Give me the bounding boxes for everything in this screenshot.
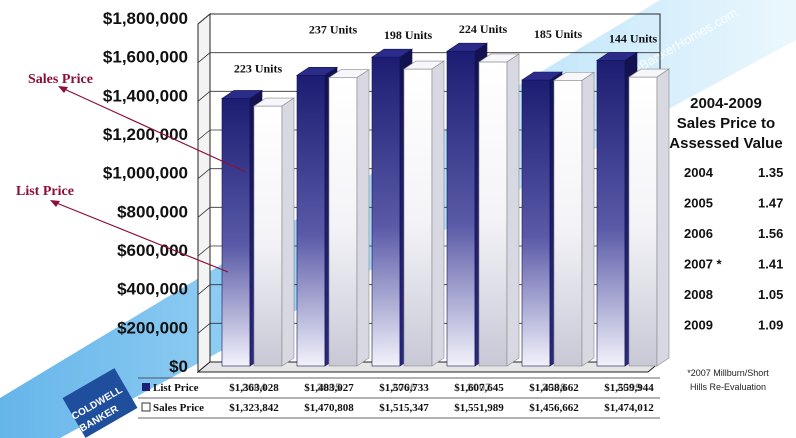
table-cell-list-price: $1,576,733 [379, 382, 429, 394]
ratio-row-value: 1.09 [758, 318, 783, 333]
bars [221, 42, 670, 367]
y-tick-label: $400,000 [117, 280, 188, 299]
y-tick-label: $1,800,000 [103, 9, 188, 28]
ratio-title-line1: 2004-2009 [690, 95, 762, 112]
bar-sales-price [628, 68, 670, 367]
units-label: 223 Units [234, 61, 283, 75]
watermark-logo [62, 368, 138, 438]
ratio-row-year: 2008 [684, 287, 713, 302]
x-tick-label: 2004 [242, 382, 267, 394]
legend-swatch-list-price [142, 383, 150, 391]
ratio-row-value: 1.41 [758, 257, 783, 272]
table-cell-list-price: $1,483,027 [304, 382, 354, 394]
ratio-table: 2004-2009 Sales Price to Assessed Value … [669, 95, 783, 392]
x-tick-label: 2007 [467, 382, 491, 394]
data-table: List Price Sales Price 2004$1,363,028 $1,… [138, 377, 660, 419]
y-tick-label: $1,400,000 [103, 86, 188, 105]
bar-sales-price [403, 60, 445, 367]
ratio-row-year: 2005 [684, 196, 713, 211]
table-cell-sales-price: $1,470,808 [304, 402, 354, 414]
table-cell-list-price: $1,363,028 [229, 382, 279, 394]
bar-list-price [221, 89, 263, 367]
table-cell-sales-price: $1,456,662 [529, 402, 579, 414]
ratio-row-value: 1.47 [758, 196, 783, 211]
table-cell-list-price: $1,607,645 [454, 382, 504, 394]
list-price-annotation-label: List Price [16, 184, 74, 199]
y-tick-label: $800,000 [117, 202, 188, 221]
y-tick-label: $1,200,000 [103, 125, 188, 144]
legend-label-list-price: List Price [153, 382, 199, 394]
table-cell-sales-price: $1,551,989 [454, 402, 504, 414]
sales-price-annotation-label: Sales Price [28, 72, 93, 87]
x-tick-label: 2005 [317, 382, 341, 394]
sales-price-annotation: Sales Price [28, 72, 247, 173]
units-label: 198 Units [384, 28, 433, 42]
y-tick-label: $200,000 [117, 318, 188, 337]
y-tick-label: $600,000 [117, 241, 188, 260]
ratio-row-value: 1.56 [758, 226, 783, 241]
table-cell-sales-price: $1,323,842 [229, 402, 279, 414]
legend-label-sales-price: Sales Price [153, 402, 204, 414]
ratio-row-year: 2006 [684, 226, 713, 241]
footnote-line1: *2007 Millburn/Short [687, 368, 769, 378]
table-cell-list-price: $1,458,662 [529, 382, 579, 394]
y-tick-label: $1,600,000 [103, 48, 188, 67]
table-cell-sales-price: $1,474,012 [604, 402, 654, 414]
bar-sales-price [478, 53, 520, 367]
y-tick-label: $0 [169, 357, 188, 376]
list-price-annotation: List Price [16, 184, 229, 273]
units-label: 224 Units [459, 22, 508, 36]
bar-sales-price [253, 97, 295, 367]
x-tick-label: 2009 [617, 382, 641, 394]
x-tick-label: 2006 [392, 382, 416, 394]
bar-sales-price [553, 71, 595, 367]
units-label: 185 Units [534, 27, 583, 41]
table-cell-sales-price: $1,515,347 [379, 402, 429, 414]
ratio-row-year: 2007 * [684, 257, 723, 272]
y-axis: $0 $200,000 $400,000 $600,000 $800,000 $1,000… [103, 9, 188, 376]
ratio-row-year: 2009 [684, 318, 713, 333]
ratio-title-line2: Sales Price to [677, 115, 775, 132]
bar-sales-price [328, 69, 370, 367]
units-label: 144 Units [609, 31, 658, 45]
units-labels: 223 Units 237 Units 198 Units 224 Units 185 … [234, 22, 658, 75]
ratio-row-year: 2004 [684, 165, 714, 180]
footnote-line2: Hills Re-Evaluation [690, 382, 766, 392]
units-label: 237 Units [309, 22, 358, 36]
ratio-row-value: 1.05 [758, 287, 783, 302]
x-tick-label: 2008 [542, 382, 566, 394]
ratio-row-value: 1.35 [758, 165, 783, 180]
legend-swatch-sales-price [141, 402, 151, 412]
y-tick-label: $1,000,000 [103, 164, 188, 183]
table-cell-list-price: $1,559,944 [604, 382, 654, 394]
ratio-title-line3: Assessed Value [669, 135, 782, 152]
